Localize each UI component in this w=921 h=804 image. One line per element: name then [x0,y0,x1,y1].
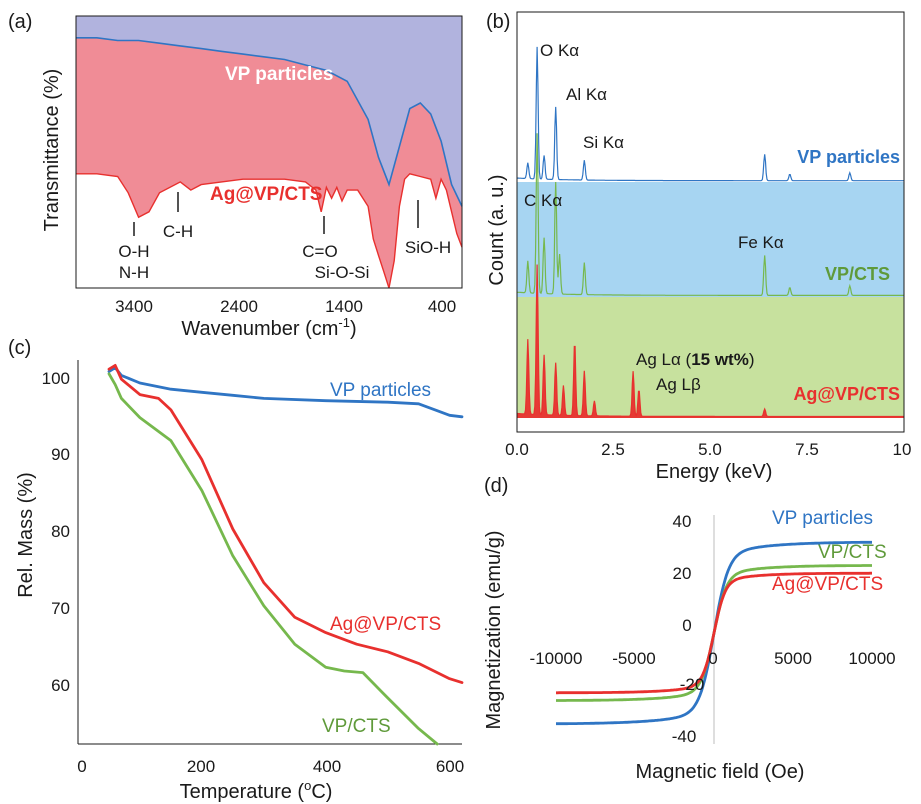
vsm-xtick: -5000 [612,649,655,668]
tga-line-vp-cts [107,372,439,746]
vsm-series-label-ag: Ag@VP/CTS [772,574,883,595]
eds-band-vp-cts [517,297,904,418]
eds-peak-label-c: C Kα [524,191,562,210]
vsm-line-ag-vp-cts [556,571,872,695]
eds-fill-ag-vp-cts [517,264,904,418]
annotation-co-line1: C=O [302,242,337,261]
annotation-sioh: SiO-H [405,238,451,257]
ftir-ylabel: Transmittance (%) [41,69,63,232]
annotation-co-line2: Si-O-Si [315,263,370,282]
tga-xtick: 600 [436,757,464,776]
tga-ylabel: Rel. Mass (%) [15,472,37,598]
ftir-xlabel: Wavenumber (cm-1) [181,315,356,340]
ftir-xtick: 2400 [220,297,258,316]
eds-xtick: 10 [893,440,912,459]
tga-xtick: 200 [187,757,215,776]
panel-a-label: (a) [8,11,32,33]
vsm-xtick: -10000 [530,649,583,668]
panel-b: (b) Count (a. u.) VP particles VP/CTS Ag… [486,11,911,483]
eds-line-ag-vp-cts [517,264,904,418]
tga-line-ag-vp-cts [107,363,464,684]
panel-d-label: (d) [484,475,508,497]
eds-line-vp-particles [516,46,904,182]
vsm-series-label-vpcts: VP/CTS [818,542,887,563]
tga-ytick: 90 [51,445,70,464]
ftir-xtick: 3400 [115,297,153,316]
eds-plot-area [516,46,904,418]
ftir-area-band [76,37,462,288]
annotation-ch: C-H [163,222,193,241]
eds-xtick: 7.5 [795,440,819,459]
ftir-plot-area [76,16,463,289]
ftir-line-ag-vp-cts [76,173,463,289]
tga-xtick: 0 [77,757,86,776]
eds-ylabel: Count (a. u.) [486,174,508,285]
annotation-oh-line1: O-H [118,242,149,261]
eds-peak-label-al: Al Kα [566,85,607,104]
tga-series-label-ag: Ag@VP/CTS [330,614,441,635]
eds-xtick: 0.0 [505,440,529,459]
eds-frame [516,11,905,433]
tga-ytick: 80 [51,522,70,541]
eds-xlabel: Energy (keV) [656,461,773,483]
vsm-ytick: 0 [682,616,691,635]
vsm-ytick: -20 [680,675,705,694]
vsm-ytick: 40 [673,512,692,531]
ftir-xtick: 400 [428,297,456,316]
vsm-series-label-vp: VP particles [772,508,873,529]
tga-plot-area [107,363,464,746]
eds-peak-label-ag-la: Ag Lα (15 wt%) [636,350,755,369]
panel-c: (c) Rel. Mass (%) 100 90 80 70 60 0 200 … [8,337,464,803]
vsm-xtick: 0 [708,649,717,668]
panel-b-label: (b) [486,11,510,33]
eds-series-label-vp: VP particles [797,147,900,167]
eds-peak-label-ag-lb: Ag Lβ [656,375,701,394]
tga-ytick: 100 [42,369,70,388]
tga-xtick: 400 [313,757,341,776]
eds-line-vp-cts [516,133,904,296]
vsm-ytick: 20 [673,564,692,583]
eds-xtick: 5.0 [698,440,722,459]
annotation-oh-line2: N-H [119,263,149,282]
ftir-series-label-ag: Ag@VP/CTS [210,184,322,205]
eds-xtick: 2.5 [601,440,625,459]
panel-c-label: (c) [8,337,31,359]
tga-xlabel: Temperature (oC) [180,778,333,803]
eds-series-label-ag: Ag@VP/CTS [793,384,900,404]
eds-peak-label-si: Si Kα [583,133,624,152]
eds-band-vp-particles [517,182,904,297]
vsm-ylabel: Magnetization (emu/g) [483,531,505,730]
ftir-line-vp-particles [76,36,463,207]
eds-peak-label-fe: Fe Kα [738,233,784,252]
ftir-frame [75,15,463,289]
panel-a: (a) Transmittance (%) VP particles Ag@VP… [8,11,463,340]
eds-peak-label-o: O Kα [540,41,579,60]
tga-ytick: 60 [51,676,70,695]
tga-line-vp-particles [107,366,464,419]
vsm-xtick: 5000 [774,649,812,668]
vsm-xlabel: Magnetic field (Oe) [636,761,805,783]
vsm-ytick: -40 [672,727,697,746]
panel-d: (d) Magnetization (emu/g) 40 20 0 -20 -4… [483,475,896,783]
ftir-xtick: 1400 [325,297,363,316]
tga-series-label-vpcts: VP/CTS [322,716,391,737]
vsm-xtick: 10000 [848,649,895,668]
tga-ytick: 70 [51,599,70,618]
ftir-series-label-vp: VP particles [225,64,333,85]
vsm-plot-area [556,540,872,726]
tga-series-label-vp: VP particles [330,380,431,401]
eds-series-label-vpcts: VP/CTS [825,264,890,284]
ftir-area-top [76,16,462,207]
